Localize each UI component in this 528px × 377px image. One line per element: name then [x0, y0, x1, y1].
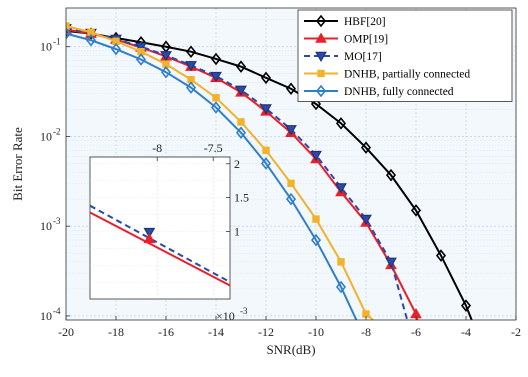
- diamond-marker: [315, 14, 327, 28]
- triangle-down-marker: [260, 104, 272, 115]
- inset-x-tick-label: -7.5: [204, 141, 223, 155]
- triangle-down-marker: [285, 125, 297, 136]
- diamond-marker: [210, 101, 222, 114]
- series-group: [66, 22, 473, 320]
- x-tick-label: -20: [58, 325, 74, 339]
- diamond-marker: [160, 65, 172, 79]
- triangle-down-marker: [135, 42, 147, 53]
- triangle-up-marker: [315, 32, 327, 43]
- x-tick-label: -6: [411, 325, 421, 339]
- triangle-down-marker: [310, 150, 322, 162]
- inset-y-tick-label: 1: [234, 224, 240, 238]
- triangle-up-marker: [143, 232, 156, 244]
- inset-y-tick-label: 1.5: [234, 191, 249, 205]
- diamond-marker: [360, 141, 372, 154]
- diamond-marker: [460, 299, 472, 312]
- square-marker: [66, 22, 70, 30]
- y-tick-exponent: -3: [53, 216, 61, 226]
- triangle-down-marker: [160, 51, 172, 62]
- x-tick-label: -4: [461, 325, 471, 339]
- y-tick-exponent: -4: [53, 306, 61, 316]
- series-line: [66, 32, 358, 320]
- axes: -20 -18 -16 -14 -12 -10 -8 -6 -4 -210-410-310-210…: [10, 7, 521, 357]
- diamond-marker: [185, 81, 197, 94]
- inset-plot: -8 -7.5 1 1.5 2 ×10 -3: [89, 141, 249, 323]
- x-tick-label: -2: [511, 325, 521, 339]
- x-tick-label: -16: [158, 325, 174, 339]
- legend: HBF[20] OMP[19] MO[17] DNHB, partially conn…: [297, 9, 513, 102]
- x-tick-label: -18: [108, 325, 124, 339]
- series-line: [66, 25, 375, 320]
- diamond-marker: [185, 45, 197, 58]
- diamond-marker: [235, 126, 247, 140]
- x-axis-label: SNR(dB): [266, 342, 315, 357]
- legend-label: HBF[20]: [344, 16, 386, 28]
- y-tick-exponent: -1: [53, 37, 61, 47]
- axes-frame: [65, 7, 517, 321]
- y-tick-label: 10: [40, 309, 52, 323]
- square-marker: [212, 94, 220, 102]
- y-tick-label: 10: [40, 129, 52, 143]
- legend-label: OMP[19]: [344, 34, 388, 46]
- x-tick-label: -8: [361, 325, 371, 339]
- diamond-marker: [235, 60, 247, 73]
- inset-y-tick-label: 2: [234, 157, 240, 171]
- diamond-marker: [85, 33, 97, 47]
- inset-series-group: [90, 204, 230, 287]
- diamond-marker: [66, 27, 72, 40]
- y-tick-label: 10: [40, 219, 52, 233]
- triangle-down-marker: [143, 227, 156, 239]
- x-tick-label: -10: [308, 325, 324, 339]
- square-marker: [237, 118, 245, 126]
- inset-exponent-label: ×10: [216, 309, 235, 323]
- triangle-down-marker: [210, 71, 222, 83]
- diamond-marker: [260, 71, 272, 85]
- legend-box: [297, 9, 513, 102]
- inset-series-line: [90, 204, 230, 283]
- diamond-marker: [285, 192, 297, 206]
- triangle-down-marker: [235, 85, 247, 96]
- triangle-down-marker: [360, 214, 372, 226]
- y-tick-label: 10: [40, 40, 52, 54]
- diamond-marker: [260, 157, 272, 170]
- x-tick-label: -14: [208, 325, 224, 339]
- inset-exponent-power: -3: [240, 306, 248, 316]
- square-marker: [317, 69, 325, 78]
- diamond-marker: [335, 117, 347, 130]
- legend-label: MO[17]: [344, 51, 382, 63]
- inset-series-line: [90, 211, 230, 287]
- triangle-down-marker: [335, 183, 347, 194]
- diamond-marker: [385, 168, 397, 182]
- diamond-marker: [110, 42, 122, 56]
- diamond-marker: [435, 249, 447, 262]
- square-marker: [337, 258, 345, 266]
- triangle-down-marker: [385, 257, 397, 268]
- square-marker: [312, 215, 320, 223]
- diamond-marker: [285, 82, 297, 96]
- inset-x-tick-label: -8: [152, 141, 162, 155]
- inset-frame: [89, 156, 231, 300]
- diamond-marker: [310, 233, 322, 247]
- diamond-marker: [410, 204, 422, 217]
- diamond-marker: [135, 53, 147, 66]
- legend-label: DNHB, fully connected: [344, 86, 454, 98]
- diamond-marker: [315, 84, 327, 98]
- diamond-marker: [210, 52, 222, 66]
- y-axis-label: Bit Error Rate: [10, 127, 25, 201]
- diamond-marker: [310, 97, 322, 111]
- square-marker: [262, 146, 270, 155]
- triangle-down-marker: [315, 51, 327, 63]
- y-tick-exponent: -2: [53, 126, 61, 136]
- legend-label: DNHB, partially connected: [344, 69, 470, 81]
- series-line: [66, 27, 409, 320]
- square-marker: [287, 179, 295, 188]
- triangle-down-marker: [185, 61, 197, 72]
- diamond-marker: [335, 280, 347, 294]
- x-tick-label: -12: [258, 325, 274, 339]
